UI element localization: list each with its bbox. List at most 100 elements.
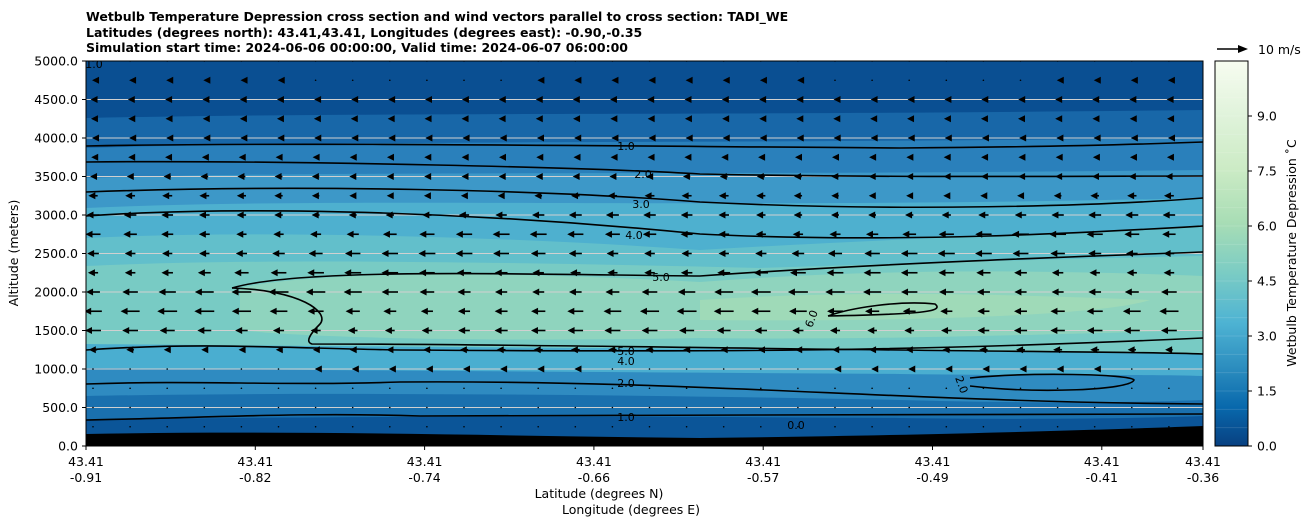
wind-vector-head [832, 346, 840, 354]
wind-vector [492, 230, 510, 238]
wind-vector-head [1123, 327, 1131, 334]
wind-vector [351, 387, 354, 390]
wind-vector-head [720, 346, 728, 354]
wind-vector [1122, 307, 1141, 315]
wind-vector [197, 269, 211, 277]
wind-vector [755, 230, 766, 238]
wind-vector [90, 115, 98, 123]
wind-vector [494, 269, 508, 277]
wind-vector [161, 269, 173, 277]
wind-vector [1056, 76, 1064, 84]
wind-vector-head [790, 269, 798, 277]
wind-vector-head [307, 269, 315, 277]
wind-vector-head [274, 211, 282, 219]
wind-vector [529, 230, 547, 238]
wind-vector-head [240, 76, 248, 84]
wind-vector-head [419, 230, 427, 238]
wind-vector-head [1014, 269, 1022, 277]
wind-vector [1050, 307, 1065, 315]
wind-vector [642, 230, 657, 238]
wind-vector [277, 387, 280, 390]
wind-vector-head [684, 115, 692, 123]
wind-vector [789, 307, 807, 315]
wind-vector [388, 134, 396, 142]
wind-vector [604, 230, 620, 238]
wind-vector-head [495, 211, 503, 219]
wind-vector-head [943, 153, 951, 161]
wind-vector [977, 307, 990, 315]
wind-vector-head [574, 365, 582, 373]
wind-vector [420, 307, 433, 315]
wind-vector-head [1018, 96, 1026, 103]
wind-vector [941, 211, 951, 219]
x-tick-lat: 43.41 [1185, 454, 1221, 469]
wind-vector [937, 250, 955, 257]
wind-vector [829, 327, 841, 334]
wind-vector [722, 134, 730, 142]
wind-vector [907, 115, 915, 123]
wind-vector [463, 365, 471, 373]
wind-vector [312, 346, 320, 354]
wind-vector [461, 153, 469, 161]
wind-vector [92, 425, 94, 428]
wind-vector-head [88, 346, 96, 354]
wind-vector [719, 173, 728, 180]
wind-vector [1012, 250, 1029, 257]
wind-vector [793, 211, 803, 219]
wind-vector-head [679, 327, 687, 334]
wind-vector [1092, 115, 1100, 123]
wind-vector-head [797, 76, 805, 84]
wind-vector-head [1129, 153, 1137, 161]
wind-vector-head [611, 76, 619, 84]
wind-vector-head [943, 173, 951, 180]
wind-vector-head [344, 269, 352, 277]
wind-vector-head [644, 192, 652, 200]
contour-lines [86, 141, 1203, 421]
wind-vector-head [1163, 269, 1171, 277]
wind-vector [1092, 96, 1100, 103]
wind-vector-head [387, 115, 395, 123]
wind-vector [1165, 173, 1173, 180]
x-tick-lon: -0.74 [408, 470, 440, 485]
wind-vector [718, 192, 729, 200]
wind-vector-head [755, 230, 763, 238]
wind-vector [611, 134, 619, 142]
wind-vector [684, 96, 692, 103]
wind-vector-head [718, 230, 726, 238]
wind-vector [200, 173, 209, 180]
wind-vector [1161, 288, 1177, 296]
wind-vector-head [982, 365, 990, 373]
wind-vector-head [1166, 153, 1174, 161]
wind-vector-head [537, 365, 545, 373]
wind-vector-head [231, 288, 239, 296]
wind-vector [981, 153, 989, 161]
wind-vector-head [494, 327, 502, 334]
wind-vector-head [1053, 192, 1061, 200]
wind-vector [681, 250, 692, 257]
wind-vector [942, 346, 951, 354]
wind-vector [236, 211, 247, 219]
wind-vector [943, 115, 951, 123]
wind-vector [386, 346, 394, 354]
wind-vector [940, 307, 953, 315]
wind-vector-head [900, 269, 908, 277]
wind-vector [685, 387, 688, 390]
wind-vector [645, 346, 654, 354]
wind-vector [1124, 288, 1139, 296]
wind-vector-head [901, 288, 909, 296]
wind-vector [1051, 269, 1064, 277]
wind-vector-head [1089, 269, 1097, 277]
wind-vector [86, 288, 100, 296]
colorbar: 0.0 1.5 3.0 4.5 6.0 7.5 9.0 Wetbulb Temperatur… [1214, 60, 1299, 454]
wind-vector [126, 346, 134, 354]
wind-vector-head [938, 269, 946, 277]
wind-vector-head [422, 211, 430, 219]
x-tick-lon: -0.82 [239, 470, 271, 485]
wind-vector-head [902, 307, 910, 315]
wind-vector-head [1086, 307, 1094, 315]
wind-vector [1165, 346, 1173, 354]
wind-vector-head [680, 269, 688, 277]
wind-vector [574, 76, 582, 84]
wind-vector-head [388, 365, 396, 373]
wind-vector-head [344, 250, 352, 257]
